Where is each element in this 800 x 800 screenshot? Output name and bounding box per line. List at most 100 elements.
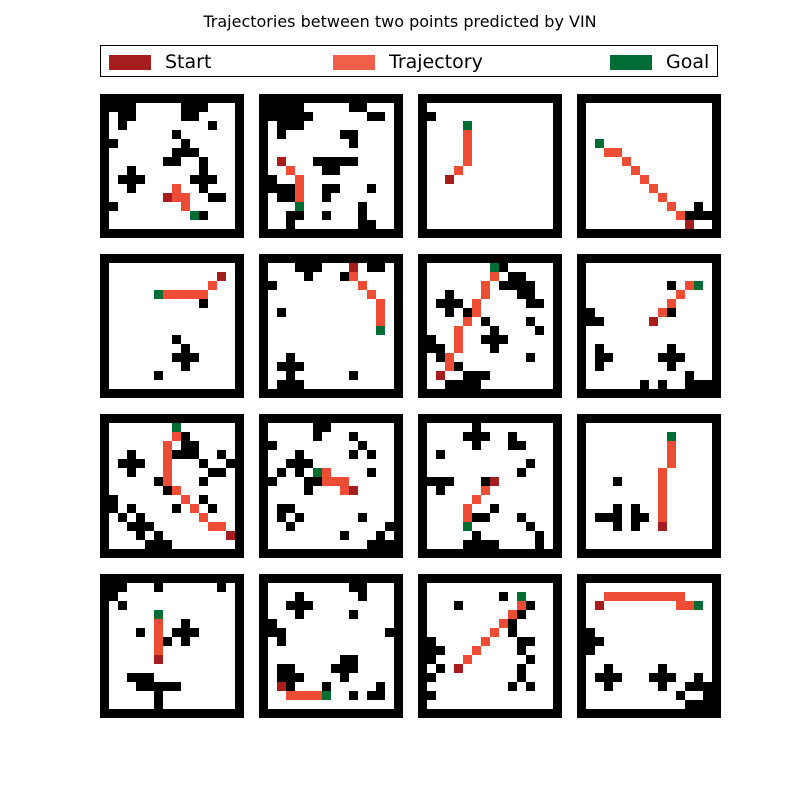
obstacle-cell [340,157,349,166]
goal-cell [313,468,322,477]
obstacle-cell [181,619,190,628]
trajectory-cell [640,592,649,601]
wall-top [577,94,721,103]
trajectory-cell [463,513,472,522]
trajectory-cell [658,592,667,601]
obstacle-cell [472,513,481,522]
obstacle-cell [109,495,118,504]
trajectory-cell [445,362,454,371]
goal-cell [376,326,385,335]
grid-panel-9 [100,414,244,558]
obstacle-cell [286,362,295,371]
goal-cell [667,432,676,441]
obstacle-cell [208,504,217,513]
obstacle-cell [313,157,322,166]
obstacle-cell [127,112,136,121]
wall-left [418,254,427,398]
obstacle-cell [154,682,163,691]
wall-top [259,414,403,423]
wall-top [577,574,721,583]
wall-right [235,254,244,398]
obstacle-cell [613,477,622,486]
obstacle-cell [304,459,313,468]
obstacle-cell [136,682,145,691]
obstacle-cell [481,371,490,380]
obstacle-cell [358,103,367,112]
obstacle-cell [703,700,712,709]
obstacle-cell [295,263,304,272]
grid-panel-1 [100,94,244,238]
wall-right [553,254,562,398]
obstacle-cell [436,646,445,655]
obstacle-cell [322,166,331,175]
obstacle-cell [154,540,163,549]
obstacle-cell [340,664,349,673]
obstacle-cell [481,477,490,486]
legend-swatch-trajectory [333,54,375,70]
obstacle-cell [304,601,313,610]
obstacle-cell [472,371,481,380]
grid-panel-16 [577,574,721,718]
obstacle-cell [376,531,385,540]
obstacle-cell [358,513,367,522]
obstacle-cell [322,184,331,193]
obstacle-cell [667,308,676,317]
obstacle-cell [367,450,376,459]
obstacle-cell [181,139,190,148]
wall-bottom [100,709,244,718]
trajectory-cell [376,317,385,326]
obstacle-cell [295,513,304,522]
obstacle-cell [349,371,358,380]
obstacle-cell [277,504,286,513]
obstacle-cell [322,193,331,202]
trajectory-cell [154,637,163,646]
obstacle-cell [358,220,367,229]
obstacle-cell [526,522,535,531]
obstacle-cell [217,468,226,477]
grid-panel-3 [418,94,562,238]
trajectory-cell [481,637,490,646]
trajectory-cell [676,592,685,601]
wall-bottom [100,389,244,398]
obstacle-cell [268,619,277,628]
obstacle-cell [685,682,694,691]
obstacle-cell [376,263,385,272]
trajectory-cell [322,468,331,477]
trajectory-cell [295,184,304,193]
obstacle-cell [226,459,235,468]
legend: Start Trajectory Goal [100,45,718,77]
obstacle-cell [526,317,535,326]
trajectory-cell [445,353,454,362]
obstacle-cell [286,522,295,531]
obstacle-cell [454,362,463,371]
wall-left [100,254,109,398]
obstacle-cell [181,637,190,646]
obstacle-cell [526,601,535,610]
obstacle-cell [376,691,385,700]
obstacle-cell [436,486,445,495]
obstacle-cell [181,112,190,121]
obstacle-cell [118,513,127,522]
wall-right [553,414,562,558]
obstacle-cell [154,531,163,540]
start-cell [649,317,658,326]
trajectory-cell [454,166,463,175]
obstacle-cell [604,353,613,362]
trajectory-cell [604,592,613,601]
trajectory-cell [667,202,676,211]
obstacle-cell [217,450,226,459]
obstacle-cell [277,362,286,371]
trajectory-cell [181,290,190,299]
obstacle-cell [172,450,181,459]
grid-panel-7 [418,254,562,398]
obstacle-cell [490,344,499,353]
obstacle-cell [295,380,304,389]
obstacle-cell [163,637,172,646]
trajectory-cell [154,619,163,628]
obstacle-cell [490,540,499,549]
wall-right [235,414,244,558]
trajectory-cell [358,281,367,290]
trajectory-cell [331,477,340,486]
start-cell [277,682,286,691]
obstacle-cell [172,353,181,362]
